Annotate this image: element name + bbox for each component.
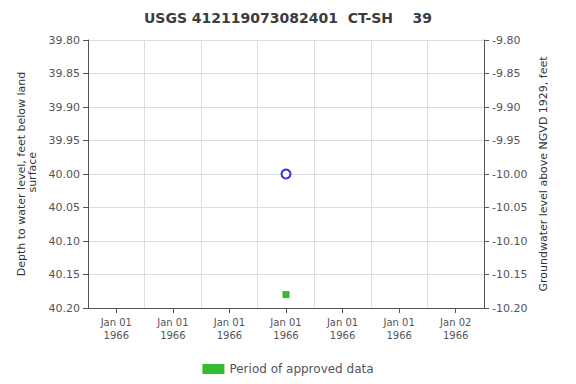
svg-text:Jan 01: Jan 01	[382, 317, 414, 328]
svg-text:-10.10: -10.10	[492, 235, 527, 248]
svg-text:Jan 02: Jan 02	[439, 317, 471, 328]
svg-text:Jan 01: Jan 01	[213, 317, 245, 328]
svg-text:40.20: 40.20	[49, 302, 81, 315]
svg-text:-9.95: -9.95	[492, 134, 520, 147]
svg-text:1966: 1966	[443, 330, 468, 341]
svg-text:1966: 1966	[273, 330, 298, 341]
svg-text:40.05: 40.05	[49, 201, 81, 214]
svg-text:-10.15: -10.15	[492, 268, 527, 281]
svg-text:surface: surface	[26, 152, 39, 196]
svg-text:39.85: 39.85	[49, 67, 81, 80]
svg-text:-10.00: -10.00	[492, 168, 527, 181]
svg-text:Jan 01: Jan 01	[269, 317, 301, 328]
svg-text:-9.90: -9.90	[492, 101, 520, 114]
svg-text:1966: 1966	[217, 330, 242, 341]
svg-text:USGS 412119073082401 CT-SH: USGS 412119073082401 CT-SH 39	[144, 10, 432, 26]
svg-text:1966: 1966	[104, 330, 129, 341]
svg-text:Groundwater level above NGVD 1: Groundwater level above NGVD 1929, feet	[537, 56, 550, 292]
svg-text:1966: 1966	[386, 330, 411, 341]
svg-text:Jan 01: Jan 01	[326, 317, 358, 328]
svg-text:Jan 01: Jan 01	[156, 317, 188, 328]
svg-text:-10.05: -10.05	[492, 201, 527, 214]
svg-text:39.80: 39.80	[49, 34, 81, 47]
svg-text:40.00: 40.00	[49, 168, 81, 181]
svg-text:Period of approved data: Period of approved data	[229, 362, 373, 376]
svg-text:1966: 1966	[160, 330, 185, 341]
svg-text:Depth to water level, feet bel: Depth to water level, feet below land	[14, 71, 28, 277]
svg-text:40.10: 40.10	[49, 235, 81, 248]
svg-text:1966: 1966	[330, 330, 355, 341]
svg-text:39.90: 39.90	[49, 101, 81, 114]
svg-text:40.15: 40.15	[49, 268, 81, 281]
svg-text:Jan 01: Jan 01	[100, 317, 132, 328]
svg-text:-10.20: -10.20	[492, 302, 527, 315]
svg-text:-9.85: -9.85	[492, 67, 520, 80]
svg-text:39.95: 39.95	[49, 134, 81, 147]
svg-text:-9.80: -9.80	[492, 34, 520, 47]
